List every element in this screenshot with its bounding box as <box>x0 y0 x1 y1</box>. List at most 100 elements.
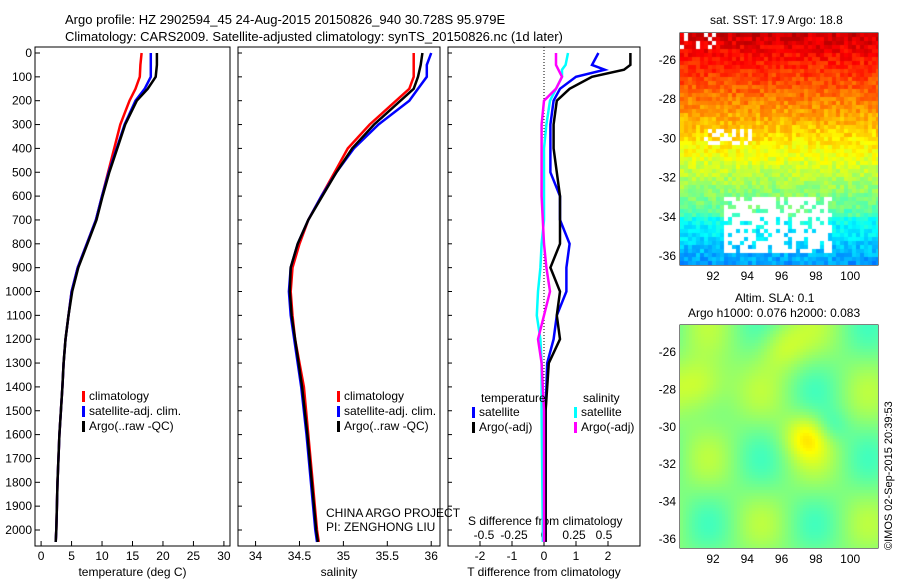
map-x-tick-label: 92 <box>706 552 720 566</box>
sst-map <box>680 33 878 265</box>
x2-tick-label: 0.25 <box>562 528 586 542</box>
title-line-1: Argo profile: HZ 2902594_45 24-Aug-2015 … <box>65 12 506 27</box>
legend-label: satellite <box>479 405 520 419</box>
map-y-tick-label: -30 <box>659 131 677 145</box>
series-line-climatology <box>54 52 143 542</box>
series-line-satellite-adj-clim- <box>54 53 153 542</box>
map-y-tick-label: -28 <box>659 92 677 106</box>
x-tick-label: 30 <box>217 549 231 563</box>
series-line-argo-raw-qc- <box>288 52 424 543</box>
legend-swatch <box>82 421 85 432</box>
y-tick-label: 300 <box>12 118 32 132</box>
y-tick-label: 600 <box>12 189 32 203</box>
y-tick-label: 400 <box>12 141 32 155</box>
sla-map-subtitle: Argo h1000: 0.076 h2000: 0.083 <box>688 306 861 320</box>
legend-label: climatology <box>89 389 149 403</box>
legend-swatch <box>337 406 340 417</box>
legend-swatch <box>82 406 85 417</box>
y-tick-label: 500 <box>12 165 32 179</box>
map-y-tick-label: -34 <box>659 210 677 224</box>
legend-swatch <box>82 391 85 402</box>
y-tick-label: 1900 <box>5 499 32 513</box>
y-tick-label: 800 <box>12 237 32 251</box>
sla-map <box>680 325 878 548</box>
legend-header: salinity <box>583 391 620 405</box>
y-tick-label: 0 <box>25 46 32 60</box>
y-tick-label: 900 <box>12 261 32 275</box>
legend-swatch <box>337 391 340 402</box>
map-y-tick-label: -30 <box>659 420 677 434</box>
legend-label: Argo(..raw -QC) <box>89 419 174 433</box>
legend-swatch <box>472 422 475 433</box>
y-tick-label: 2000 <box>5 523 32 537</box>
legend-swatch <box>337 421 340 432</box>
x-axis-label: salinity <box>321 565 358 579</box>
title-line-2: Climatology: CARS2009. Satellite-adjuste… <box>65 29 563 44</box>
map-y-tick-label: -36 <box>659 532 677 546</box>
series-line-s-argo-adj- <box>536 53 564 542</box>
map-x-tick-label: 98 <box>809 269 823 283</box>
map-y-tick-label: -26 <box>659 345 677 359</box>
legend-label: satellite-adj. clim. <box>344 404 436 418</box>
y-tick-label: 1000 <box>5 285 32 299</box>
y-tick-label: 1200 <box>5 332 32 346</box>
x-tick-label: 25 <box>187 549 201 563</box>
x-tick-label: 34.5 <box>288 549 312 563</box>
y-tick-label: 1600 <box>5 428 32 442</box>
map-y-tick-label: -26 <box>659 53 677 67</box>
y-tick-label: 200 <box>12 94 32 108</box>
legend-label: Argo(-adj) <box>581 420 634 434</box>
map-x-tick-label: 94 <box>741 269 755 283</box>
x2-tick-label: -0.5 <box>474 528 495 542</box>
legend-label: Argo(-adj) <box>479 420 532 434</box>
x2-tick-label: 0.5 <box>596 528 613 542</box>
map-y-tick-label: -34 <box>659 495 677 509</box>
legend-label: satellite <box>581 405 622 419</box>
imos-stamp: ©IMOS 02-Sep-2015 20:39:53 <box>883 401 895 550</box>
sst-map-title: sat. SST: 17.9 Argo: 18.8 <box>710 13 843 27</box>
legend-swatch <box>472 407 475 418</box>
map-x-tick-label: 96 <box>775 269 789 283</box>
legend-label: climatology <box>344 389 404 403</box>
legend-swatch <box>574 407 577 418</box>
map-x-tick-label: 100 <box>840 269 860 283</box>
y-tick-label: 700 <box>12 213 32 227</box>
x-tick-label: 1 <box>573 549 580 563</box>
map-y-tick-label: -36 <box>659 249 677 263</box>
x-tick-label: 35 <box>337 549 351 563</box>
map-y-tick-label: -32 <box>659 457 677 471</box>
x-tick-label: -2 <box>475 549 486 563</box>
plot-frame-1 <box>237 46 441 547</box>
x-tick-label: 10 <box>95 549 109 563</box>
series-line-t-argo-adj- <box>544 53 632 542</box>
map-y-tick-label: -32 <box>659 171 677 185</box>
legend-label: satellite-adj. clim. <box>89 404 181 418</box>
map-x-tick-label: 94 <box>741 552 755 566</box>
map-x-tick-label: 98 <box>809 552 823 566</box>
x-tick-label: 34 <box>249 549 263 563</box>
y-tick-label: 100 <box>12 70 32 84</box>
y-tick-label: 1400 <box>5 380 32 394</box>
x-tick-label: -1 <box>507 549 518 563</box>
x-tick-label: 0 <box>541 549 548 563</box>
map-y-tick-label: -28 <box>659 382 677 396</box>
map-x-tick-label: 100 <box>840 552 860 566</box>
project-label: CHINA ARGO PROJECT <box>326 506 461 520</box>
legend-header: temperature <box>481 391 546 405</box>
y-tick-label: 1800 <box>5 475 32 489</box>
y-tick-label: 1500 <box>5 404 32 418</box>
x-tick-label: 2 <box>605 549 612 563</box>
x-tick-label: 35.5 <box>376 549 400 563</box>
x2-tick-label: -0.25 <box>500 528 528 542</box>
x-tick-label: 36 <box>425 549 439 563</box>
pi-label: PI: ZENGHONG LIU <box>326 520 436 534</box>
x-tick-label: 15 <box>126 549 140 563</box>
map-x-tick-label: 96 <box>775 552 789 566</box>
x-tick-label: 0 <box>38 549 45 563</box>
y-tick-label: 1700 <box>5 451 32 465</box>
x-axis-label: T difference from climatology <box>467 565 621 579</box>
x-axis-label: temperature (deg C) <box>78 565 186 579</box>
sla-map-title: Altim. SLA: 0.1 <box>735 291 815 305</box>
